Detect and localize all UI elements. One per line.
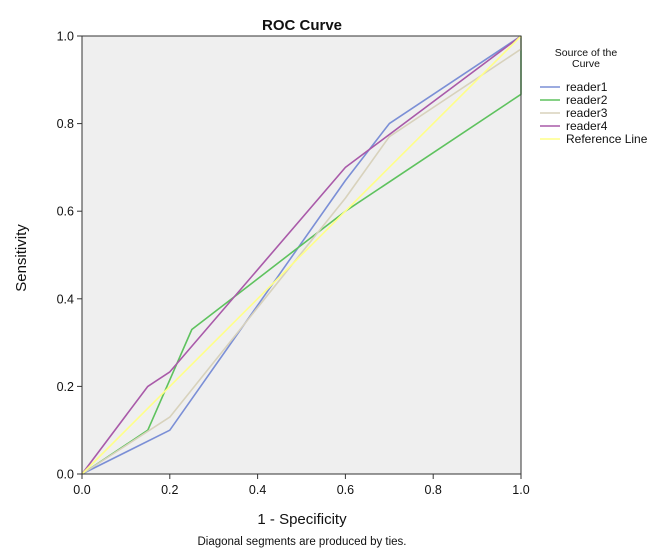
chart-footnote: Diagonal segments are produced by ties. — [197, 536, 406, 548]
y-tick-label: 0.0 — [57, 468, 74, 482]
x-tick-label: 0.2 — [161, 483, 178, 497]
x-axis-title: 1 - Specificity — [257, 511, 347, 528]
x-tick-label: 0.0 — [73, 483, 90, 497]
legend-label: reader1 — [566, 80, 608, 94]
y-tick-label: 1.0 — [57, 30, 74, 44]
chart-title: ROC Curve — [262, 17, 342, 34]
y-axis-title: Sensitivity — [13, 224, 30, 292]
legend-title: Curve — [572, 58, 600, 70]
y-tick-label: 0.8 — [57, 117, 74, 131]
x-tick-label: 0.6 — [337, 483, 354, 497]
legend-label: reader2 — [566, 93, 608, 107]
series-line-reader4 — [81, 35, 522, 475]
y-tick-label: 0.6 — [57, 205, 74, 219]
x-tick-label: 0.4 — [249, 483, 266, 497]
legend-label: reader3 — [566, 106, 608, 120]
series-line-reference-line — [81, 35, 522, 475]
legend-label: Reference Line — [566, 132, 648, 146]
legend-label: reader4 — [566, 119, 608, 133]
x-tick-label: 1.0 — [512, 483, 529, 497]
series-line-reader1 — [81, 35, 522, 475]
x-tick-label: 0.8 — [425, 483, 442, 497]
plot-frame — [81, 35, 522, 475]
y-tick-label: 0.2 — [57, 380, 74, 394]
y-tick-label: 0.4 — [57, 292, 74, 306]
legend-title: Source of the — [555, 47, 618, 59]
